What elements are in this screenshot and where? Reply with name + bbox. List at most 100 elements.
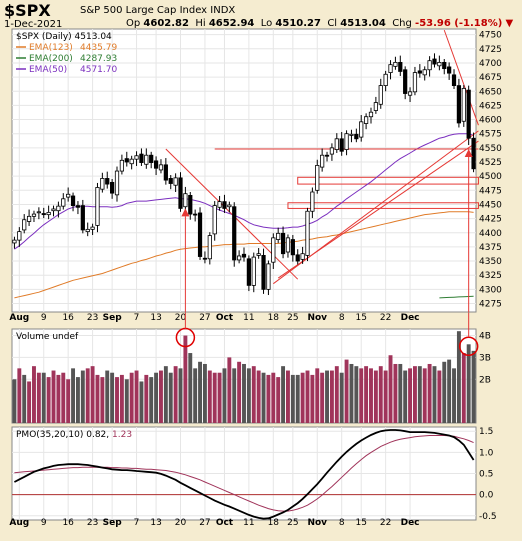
change-value: -53.96 (-1.18%) [415, 18, 503, 29]
price-tick-label: 4675 [479, 73, 502, 83]
volume-bar [149, 377, 154, 423]
candle [276, 232, 281, 240]
x-tick-label: 8 [339, 518, 345, 528]
candle [168, 178, 173, 184]
candle [41, 213, 46, 216]
volume-bar [100, 377, 105, 423]
volume-bar [66, 379, 71, 423]
price-tick-label: 4500 [479, 172, 502, 182]
candle [251, 256, 256, 286]
candle [61, 198, 66, 207]
candle [70, 195, 76, 206]
candle [398, 61, 403, 72]
volume-bar [124, 379, 129, 423]
volume-bar [393, 363, 398, 423]
candle [56, 205, 61, 212]
x-tick-label: 7 [134, 518, 140, 528]
price-tick-label: 4750 [479, 31, 502, 41]
arrow-up-icon [181, 208, 190, 217]
pmo-legend-value: PMO(35,20,10) 0.82, [16, 430, 112, 440]
candle [173, 177, 178, 186]
candle [232, 206, 237, 261]
candle [461, 88, 466, 122]
volume-bar [398, 363, 403, 423]
candle [471, 137, 476, 170]
volume-bar [271, 372, 276, 423]
volume-bar [276, 377, 281, 423]
close-value: 4513.04 [340, 18, 386, 29]
price-tick-label: 4325 [479, 271, 502, 281]
x-tick-label: 8 [339, 313, 345, 323]
x-tick-label: 16 [62, 313, 74, 323]
candle [383, 73, 388, 86]
volume-bar [188, 353, 193, 423]
ema50-line [14, 133, 474, 250]
volume-bar [344, 359, 349, 423]
price-tick-label: 4600 [479, 116, 502, 126]
volume-bar [456, 331, 461, 423]
resistance-zone [287, 202, 479, 209]
trend-line [165, 148, 299, 280]
candle [85, 228, 90, 233]
candle [183, 193, 188, 208]
candle [217, 201, 222, 208]
candle [290, 239, 295, 256]
x-tick-label: 23 [87, 518, 98, 528]
price-tick-label: 4700 [479, 59, 502, 69]
volume-bar [295, 374, 300, 423]
candle [432, 58, 437, 65]
x-tick-label: 27 [199, 518, 210, 528]
candle [129, 158, 134, 165]
candle [256, 253, 261, 256]
price-tick-label: 4375 [479, 243, 502, 253]
candle [339, 138, 344, 152]
volume-bar [17, 368, 22, 423]
x-tick-label: 25 [287, 313, 298, 323]
trend-line [443, 29, 479, 126]
high-label: Hi [195, 18, 206, 29]
candle [66, 193, 71, 198]
volume-bar [80, 370, 85, 423]
price-panel [11, 28, 477, 313]
pmo-tick-label: 1.0 [479, 448, 494, 458]
volume-bar [110, 372, 115, 423]
candle [246, 258, 251, 286]
volume-bar [222, 368, 227, 423]
volume-bar [251, 366, 256, 423]
x-grid [18, 29, 411, 312]
volume-bar [325, 370, 329, 423]
candle [422, 69, 427, 76]
volume-bar [412, 366, 417, 423]
volume-bar [320, 372, 325, 423]
volume-bar [173, 366, 178, 423]
volume-bar [373, 370, 378, 423]
volume-bar [163, 366, 168, 423]
pmo-line [13, 429, 475, 520]
volume-bar [183, 335, 188, 423]
x-tick-label: Sep [103, 313, 123, 323]
x-tick-label: 18 [268, 313, 280, 323]
volume-bar [442, 361, 447, 423]
volume-bar [300, 372, 305, 423]
pmo-signal-value: 1.23 [112, 430, 132, 440]
volume-bar [378, 366, 383, 423]
volume-bar [408, 368, 413, 423]
volume-bar [256, 370, 261, 423]
volume-bar [46, 377, 51, 423]
candle [153, 160, 159, 169]
candle [12, 239, 17, 244]
price-tick-label: 4425 [479, 215, 502, 225]
volume-bar [359, 368, 364, 423]
volume-bar [329, 370, 334, 423]
legend-name: EMA(123) [29, 43, 73, 53]
candle [134, 155, 139, 160]
candle [149, 154, 154, 163]
volume-bar [32, 366, 36, 423]
volume-bar [56, 374, 61, 423]
volume-bar [95, 374, 100, 423]
candle [466, 89, 471, 139]
low-value: 4510.27 [275, 18, 321, 29]
candle [412, 72, 418, 93]
x-tick-label: 9 [41, 518, 47, 528]
price-tick-label: 4475 [479, 186, 502, 196]
